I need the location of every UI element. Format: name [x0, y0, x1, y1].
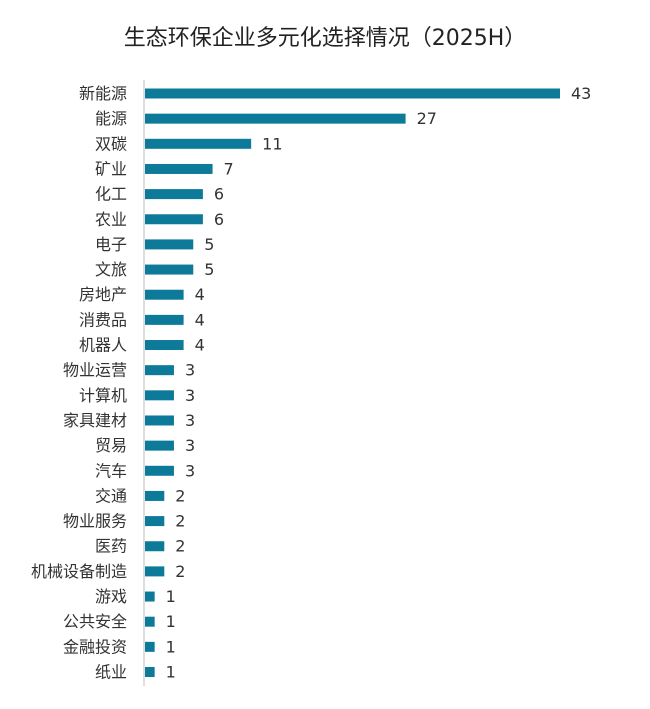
- category-label: 房地产: [79, 285, 127, 304]
- bar: [145, 541, 165, 552]
- bar: [145, 340, 184, 351]
- data-label: 3: [185, 386, 195, 405]
- data-label: 4: [195, 336, 205, 355]
- data-label: 6: [214, 185, 224, 204]
- category-label: 双碳: [95, 134, 127, 153]
- bar: [145, 289, 184, 300]
- bar: [145, 390, 174, 401]
- category-label: 计算机: [79, 386, 127, 405]
- category-label: 能源: [95, 109, 127, 128]
- data-label: 5: [204, 260, 214, 279]
- data-label: 7: [224, 159, 234, 178]
- bar: [145, 189, 203, 200]
- category-label: 金融投资: [63, 637, 127, 656]
- data-label: 3: [185, 461, 195, 480]
- data-label: 2: [175, 562, 185, 581]
- data-label: 11: [262, 134, 282, 153]
- data-label: 2: [175, 512, 185, 531]
- category-label: 农业: [95, 210, 127, 229]
- category-label: 贸易: [95, 436, 127, 455]
- data-label: 2: [175, 486, 185, 505]
- data-label: 3: [185, 436, 195, 455]
- bar: [145, 566, 165, 577]
- category-label: 矿业: [95, 159, 127, 178]
- data-label: 1: [166, 663, 176, 682]
- category-label: 家具建材: [63, 411, 127, 430]
- category-label: 游戏: [95, 587, 127, 606]
- bar: [145, 667, 155, 677]
- category-label: 文旅: [95, 260, 127, 279]
- bar: [145, 214, 203, 225]
- bar: [145, 365, 174, 376]
- bar: [145, 314, 184, 325]
- bar: [145, 465, 174, 476]
- data-label: 1: [166, 612, 176, 631]
- data-label: 3: [185, 361, 195, 380]
- bar: [145, 490, 165, 501]
- data-label: 4: [195, 310, 205, 329]
- category-label: 电子: [95, 235, 127, 254]
- bar: [145, 415, 174, 426]
- chart-title: 生态环保企业多元化选择情况（2025H）: [123, 26, 527, 51]
- category-label: 新能源: [79, 84, 127, 103]
- bar: [145, 440, 174, 451]
- data-label: 3: [185, 411, 195, 430]
- bar: [145, 113, 406, 124]
- data-label: 1: [166, 637, 176, 656]
- bar: [145, 264, 194, 275]
- data-label: 43: [571, 84, 591, 103]
- bar: [145, 591, 155, 602]
- data-label: 27: [417, 109, 437, 128]
- category-label: 汽车: [95, 461, 127, 480]
- bar: [145, 138, 252, 149]
- category-label: 物业服务: [63, 512, 127, 531]
- bar: [145, 163, 213, 174]
- bar: [145, 516, 165, 527]
- axis-layer: 新能源能源双碳矿业化工农业电子文旅房地产消费品机器人物业运营计算机家具建材贸易汽…: [31, 80, 145, 686]
- data-label: 5: [204, 235, 214, 254]
- data-label: 6: [214, 210, 224, 229]
- category-label: 纸业: [95, 663, 127, 682]
- category-label: 化工: [95, 185, 127, 204]
- data-label: 4: [195, 285, 205, 304]
- category-label: 消费品: [79, 310, 127, 329]
- bar: [145, 88, 560, 99]
- data-label: 1: [166, 587, 176, 606]
- data-label: 2: [175, 537, 185, 556]
- category-label: 机械设备制造: [31, 562, 127, 581]
- category-label: 公共安全: [63, 612, 127, 631]
- category-label: 物业运营: [63, 361, 127, 380]
- category-label: 机器人: [79, 336, 127, 355]
- bar: [145, 616, 155, 627]
- category-label: 交通: [95, 486, 127, 505]
- bar: [145, 239, 194, 250]
- bar: [145, 641, 155, 652]
- category-label: 医药: [95, 537, 127, 556]
